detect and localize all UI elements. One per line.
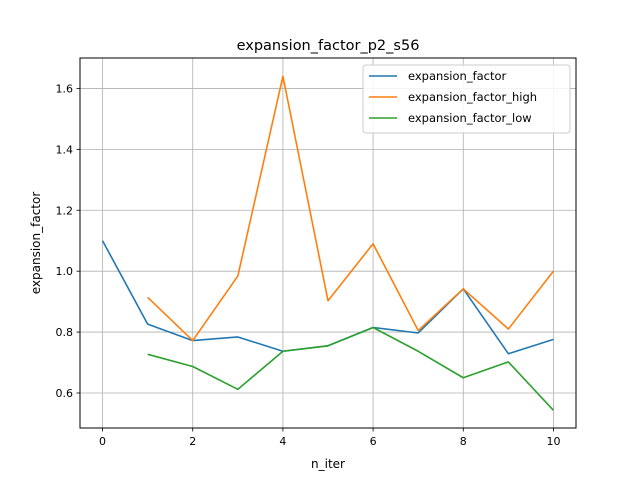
x-tick-label: 10 [546,435,560,448]
y-axis-label: expansion_factor [29,192,43,295]
plot-frame [79,57,577,429]
y-tick-label: 1.6 [56,82,74,95]
x-tick-label: 4 [279,435,286,448]
x-tick-label: 8 [460,435,467,448]
series-line-expansion-factor-high [147,75,555,342]
legend-label: expansion_factor [408,69,507,83]
legend: expansion_factor expansion_factor_highexp… [362,64,571,134]
y-tick-label: 1.2 [56,204,74,217]
series-lines [101,75,555,411]
x-tick-label: 2 [189,435,196,448]
x-tick-label: 0 [99,435,106,448]
axis-ticks: 0 2 4 6 8 10 0.6 0.8 1.0 1.2 1.4 1.6 [56,82,561,448]
y-tick-label: 0.8 [56,326,74,339]
legend-box [362,64,571,134]
x-tick-label: 6 [370,435,377,448]
legend-label: expansion_factor_low [408,111,532,125]
y-tick-label: 0.6 [56,387,74,400]
y-tick-label: 1.0 [56,265,74,278]
y-tick-label: 1.4 [56,143,74,156]
series-line-expansion-factor-low [147,326,555,411]
chart-title: expansion_factor_p2_s56 [237,38,420,54]
x-axis-label: n_iter [311,457,345,471]
legend-label: expansion_factor_high [408,90,537,104]
